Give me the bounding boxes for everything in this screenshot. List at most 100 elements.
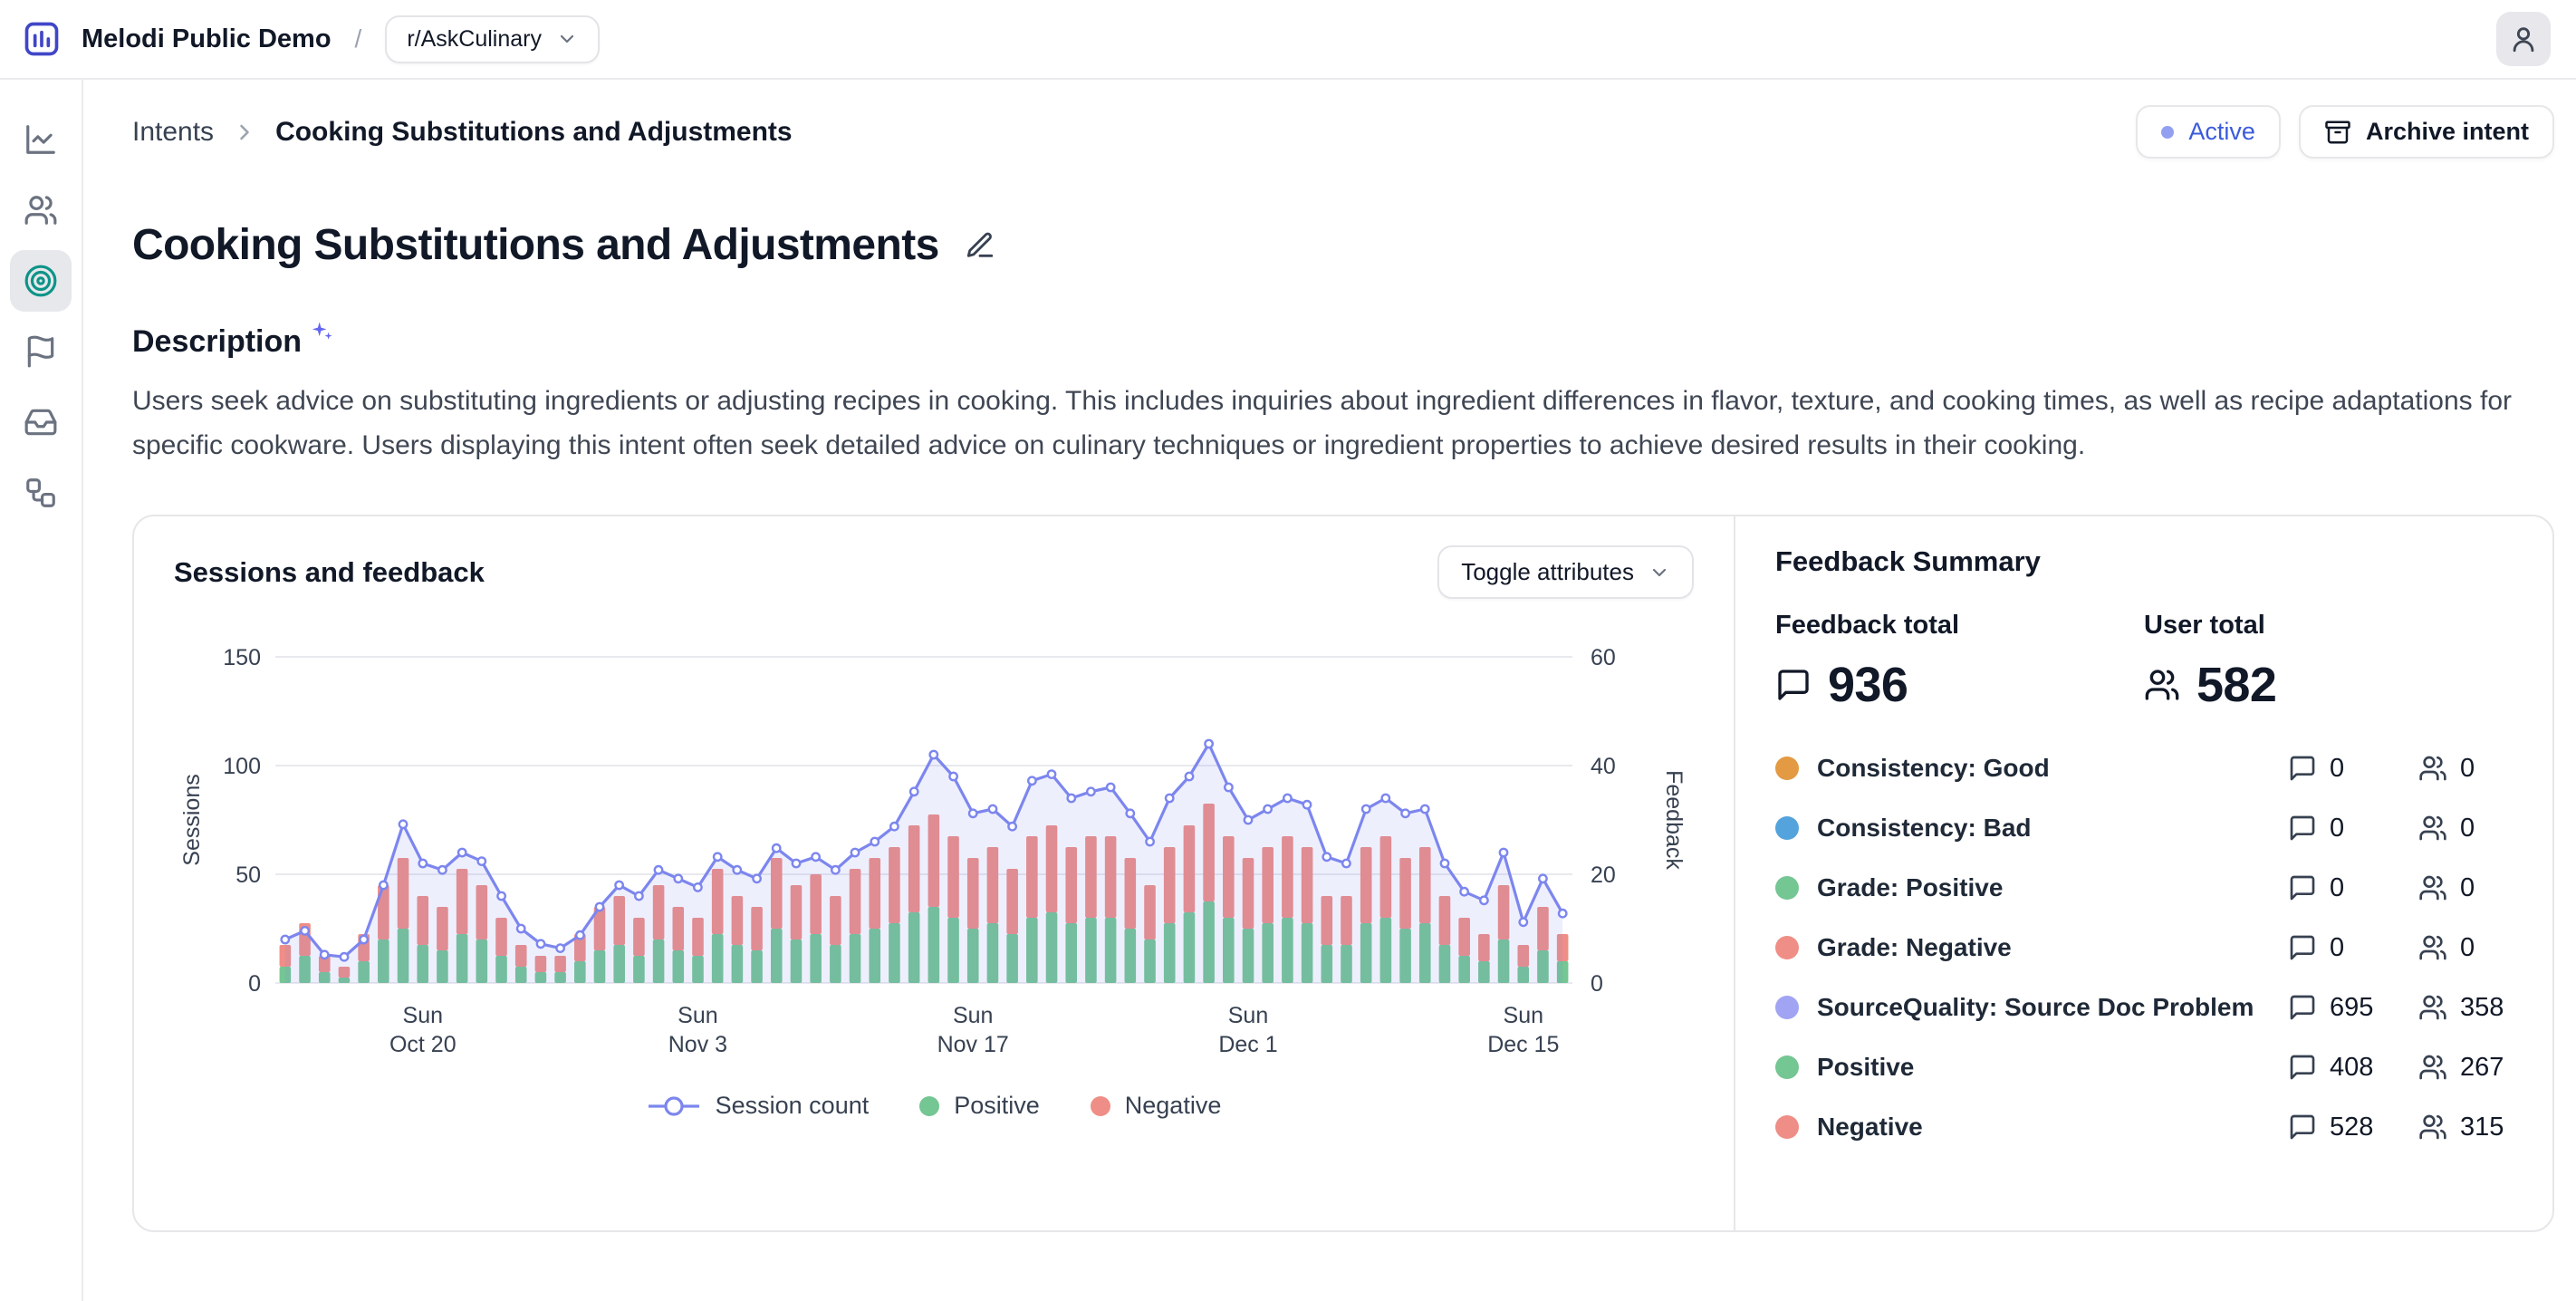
- chart-section: Sessions and feedback Toggle attributes …: [134, 516, 1734, 1230]
- legend-item-session-count[interactable]: Session count: [647, 1092, 869, 1120]
- attribute-user-count: 267: [2418, 1053, 2513, 1083]
- message-icon: [2290, 815, 2315, 841]
- svg-text:20: 20: [1591, 863, 1616, 888]
- svg-text:Feedback: Feedback: [1661, 770, 1687, 870]
- chart-title: Sessions and feedback: [174, 555, 485, 588]
- attribute-color-dot: [1775, 757, 1799, 781]
- feedback-count-value: 528: [2330, 1112, 2374, 1142]
- edit-title-icon[interactable]: [965, 230, 995, 261]
- sidebar-item-inbox[interactable]: [10, 391, 72, 453]
- project-selector[interactable]: r/AskCulinary: [385, 14, 600, 63]
- totals-row: Feedback total 936 User total 582: [1775, 611, 2513, 713]
- svg-text:Dec 15: Dec 15: [1487, 1032, 1559, 1057]
- feedback-attribute-row-grade-negative: Grade: Negative 0 0: [1775, 918, 2513, 978]
- attribute-color-dot: [1775, 1115, 1799, 1140]
- users-icon: [24, 196, 57, 225]
- message-icon: [2290, 995, 2315, 1020]
- sessions-feedback-card: Sessions and feedback Toggle attributes …: [132, 515, 2554, 1233]
- description-body: Users seek advice on substituting ingred…: [132, 386, 2513, 460]
- svg-text:Dec 1: Dec 1: [1218, 1032, 1277, 1057]
- user-count-value: 0: [2460, 872, 2475, 902]
- flag-icon: [27, 335, 54, 368]
- attribute-color-dot: [1775, 876, 1799, 901]
- chevron-down-icon: [1652, 568, 1667, 576]
- svg-text:50: 50: [235, 863, 261, 888]
- toggle-attributes-button[interactable]: Toggle attributes: [1437, 545, 1694, 600]
- sparkles-icon[interactable]: [309, 319, 334, 344]
- users-icon: [2419, 995, 2446, 1020]
- topbar: Melodi Public Demo / r/AskCulinary: [0, 0, 2576, 80]
- sidebar-item-flags[interactable]: [10, 321, 72, 382]
- feedback-count-value: 695: [2330, 992, 2374, 1022]
- feedback-summary-heading: Feedback Summary: [1775, 545, 2041, 578]
- legend-item-positive[interactable]: Positive: [919, 1092, 1040, 1120]
- message-icon: [2290, 875, 2315, 901]
- attribute-feedback-count: 0: [2288, 933, 2400, 963]
- attribute-color-dot: [1775, 996, 1799, 1020]
- svg-text:Sun: Sun: [678, 1003, 717, 1028]
- breadcrumb-intents-link[interactable]: Intents: [132, 116, 215, 147]
- feedback-attribute-row-positive: Positive 408 267: [1775, 1037, 2513, 1097]
- svg-text:Nov 17: Nov 17: [937, 1032, 1009, 1057]
- page-title-row: Cooking Substitutions and Adjustments: [132, 220, 2554, 270]
- users-icon: [2419, 756, 2446, 781]
- svg-text:0: 0: [248, 971, 261, 997]
- users-icon: [2419, 1114, 2446, 1140]
- legend-item-negative[interactable]: Negative: [1090, 1092, 1222, 1120]
- user-count-value: 315: [2460, 1112, 2504, 1142]
- status-dot-icon: [2161, 125, 2175, 139]
- description-heading: Description: [132, 324, 303, 359]
- attribute-label: SourceQuality: Source Doc Problem: [1817, 992, 2254, 1021]
- svg-text:Sessions: Sessions: [179, 774, 205, 865]
- svg-text:0: 0: [1591, 971, 1603, 997]
- feedback-attribute-list: Consistency: Good 0 0 Consistency: Bad 0 0 Gra…: [1775, 738, 2513, 1157]
- app-shell: Intents Cooking Substitutions and Adjust…: [0, 80, 2576, 1301]
- app-logo-icon[interactable]: [22, 19, 62, 59]
- sidebar-item-workflows[interactable]: [10, 462, 72, 524]
- attribute-label: Grade: Negative: [1817, 932, 2012, 961]
- feedback-attribute-row-consistency-good: Consistency: Good 0 0: [1775, 738, 2513, 798]
- sidebar-item-intents[interactable]: [10, 250, 72, 312]
- svg-text:Nov 3: Nov 3: [668, 1032, 727, 1057]
- message-icon: [2290, 935, 2315, 960]
- users-icon: [2419, 875, 2446, 901]
- dot-icon: [1090, 1095, 1110, 1116]
- feedback-attribute-row-grade-positive: Grade: Positive 0 0: [1775, 858, 2513, 918]
- user-menu-button[interactable]: [2496, 12, 2551, 66]
- user-total-label: User total: [2144, 611, 2265, 641]
- archive-intent-button[interactable]: Archive intent: [2298, 105, 2554, 159]
- archive-icon: [2325, 120, 2350, 143]
- status-label: Active: [2188, 118, 2255, 145]
- sidebar-item-users[interactable]: [10, 179, 72, 241]
- breadcrumb-current-page: Cooking Substitutions and Adjustments: [275, 116, 793, 147]
- status-badge[interactable]: Active: [2136, 105, 2281, 159]
- svg-text:150: 150: [223, 645, 261, 670]
- svg-text:Sun: Sun: [1228, 1003, 1268, 1028]
- user-total-block: User total 582: [2144, 611, 2513, 713]
- attribute-label: Negative: [1817, 1112, 1923, 1141]
- svg-text:100: 100: [223, 754, 261, 779]
- attribute-user-count: 315: [2418, 1113, 2513, 1142]
- feedback-total-label: Feedback total: [1775, 611, 1960, 641]
- attribute-user-count: 0: [2418, 814, 2513, 843]
- feedback-attribute-row-consistency-bad: Consistency: Bad 0 0: [1775, 798, 2513, 858]
- feedback-count-value: 0: [2330, 813, 2345, 843]
- topbar-separator: /: [354, 24, 362, 53]
- attribute-label: Consistency: Bad: [1817, 813, 2032, 842]
- attribute-label: Consistency: Good: [1817, 753, 2050, 782]
- attribute-user-count: 0: [2418, 933, 2513, 963]
- inbox-icon: [24, 409, 57, 436]
- legend-label: Negative: [1124, 1092, 1222, 1120]
- user-count-value: 0: [2460, 813, 2475, 843]
- users-icon: [2419, 815, 2446, 841]
- svg-text:40: 40: [1591, 754, 1616, 779]
- page-title: Cooking Substitutions and Adjustments: [132, 221, 939, 269]
- feedback-total-value: 936: [1828, 658, 1908, 713]
- sidebar-item-analytics[interactable]: [10, 109, 72, 170]
- attribute-feedback-count: 0: [2288, 754, 2400, 784]
- sidebar: [0, 80, 83, 1301]
- chevron-right-icon: [240, 124, 249, 140]
- attribute-user-count: 0: [2418, 754, 2513, 784]
- description-heading-row: Description: [132, 322, 2554, 360]
